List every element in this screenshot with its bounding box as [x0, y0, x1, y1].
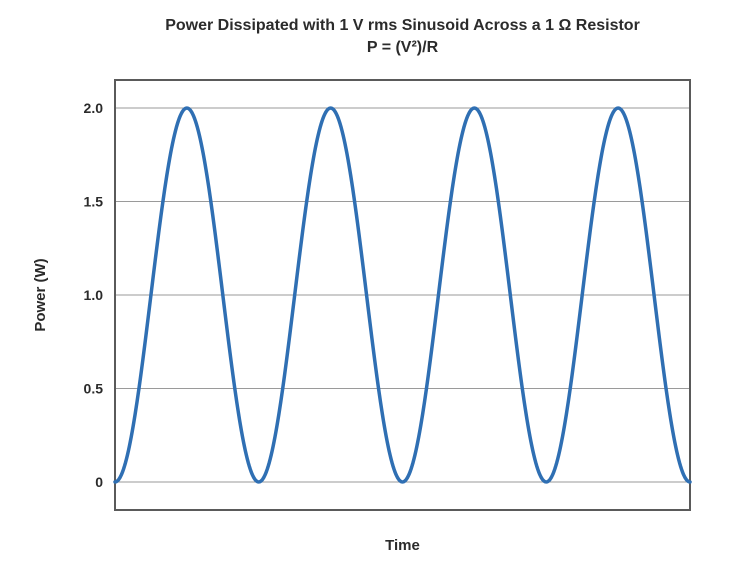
chart-svg: Power Dissipated with 1 V rms Sinusoid A… — [0, 0, 742, 574]
ytick-label: 0.5 — [84, 380, 104, 396]
chart-title-line1: Power Dissipated with 1 V rms Sinusoid A… — [165, 17, 640, 34]
ytick-label: 1.5 — [84, 194, 104, 210]
power-chart: Power Dissipated with 1 V rms Sinusoid A… — [0, 0, 742, 574]
ytick-label: 0 — [95, 474, 103, 490]
x-axis-label: Time — [385, 537, 420, 554]
chart-bg — [0, 0, 742, 574]
ytick-label: 2.0 — [84, 100, 104, 116]
chart-title-line2: P = (V²)/R — [367, 39, 439, 56]
y-axis-label: Power (W) — [32, 258, 49, 331]
ytick-label: 1.0 — [84, 287, 104, 303]
